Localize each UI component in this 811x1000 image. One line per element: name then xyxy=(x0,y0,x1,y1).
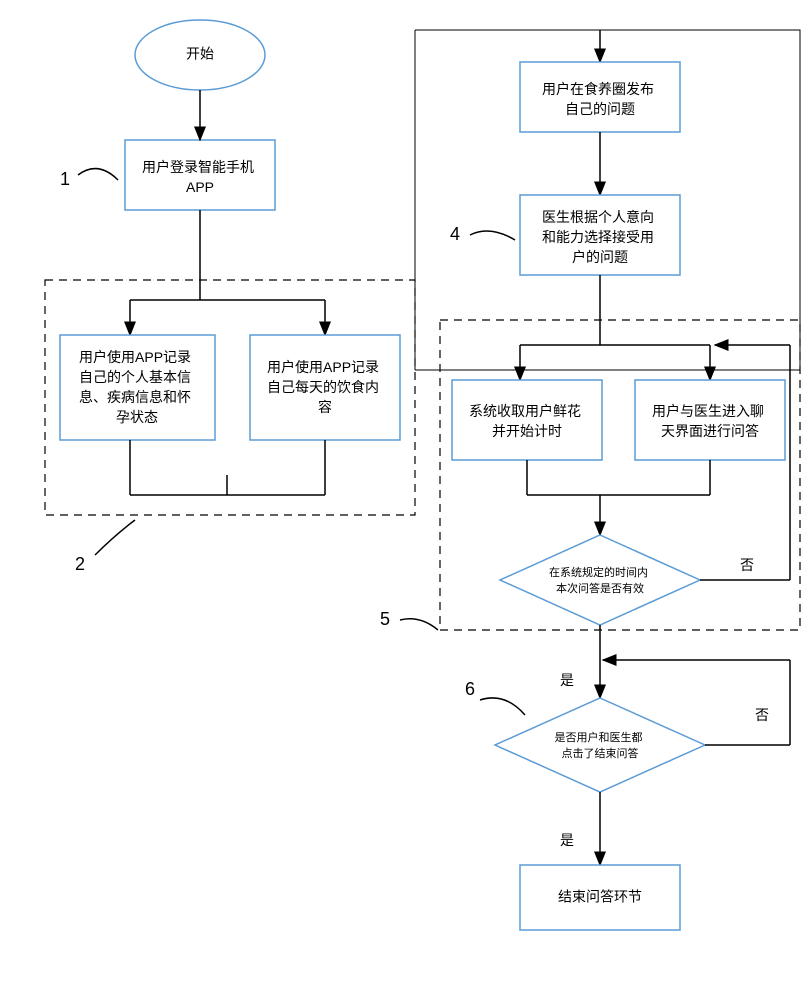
dec2-no-label: 否 xyxy=(755,707,769,723)
start-label: 开始 xyxy=(186,46,214,62)
end-text: 结束问答环节 xyxy=(558,889,642,905)
callout-4 xyxy=(470,231,515,240)
callout-5 xyxy=(400,619,438,630)
badge-6: 6 xyxy=(465,679,475,699)
flowchart: 开始 用户登录智能手机 APP 用户使用APP记录 自己的个人基本信 息、疾病信… xyxy=(0,0,811,1000)
badge-4: 4 xyxy=(450,224,460,244)
post-box xyxy=(520,62,680,132)
dec1 xyxy=(500,535,700,625)
login-box xyxy=(125,140,275,210)
callout-1 xyxy=(78,169,118,180)
dec1-no-label: 否 xyxy=(740,557,754,573)
dec2 xyxy=(495,698,705,792)
chat-box xyxy=(635,380,785,460)
callout-2 xyxy=(95,520,135,555)
badge-2: 2 xyxy=(75,554,85,574)
dec1-yes-label: 是 xyxy=(560,672,574,688)
badge-5: 5 xyxy=(380,609,390,629)
badge-1: 1 xyxy=(60,169,70,189)
callout-6 xyxy=(480,698,525,715)
sys-box xyxy=(452,380,602,460)
dec2-yes-label: 是 xyxy=(560,832,574,848)
